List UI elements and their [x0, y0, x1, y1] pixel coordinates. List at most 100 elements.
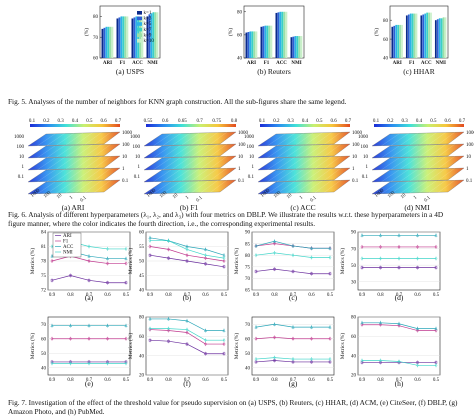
fig6-slice-grid	[191, 180, 209, 193]
fig6-slice-grid	[286, 133, 304, 146]
fig6-axis-tick: 1000	[466, 131, 474, 136]
fig7-point	[434, 363, 438, 367]
fig7-ytick-label: 40	[351, 354, 357, 359]
fig7-point	[291, 357, 295, 361]
fig6-slice-grid	[56, 157, 74, 170]
fig7-xtick-label: 0.8	[67, 293, 74, 298]
fig7-xtick-label: 0.9	[147, 293, 154, 298]
fig7-point	[124, 262, 128, 265]
fig6-slice-grid	[295, 168, 314, 182]
fig7-point	[416, 245, 419, 249]
fig6-slice-grid	[381, 145, 400, 158]
fig5-legend-swatch	[137, 27, 142, 32]
fig6-slice-grid	[276, 169, 295, 182]
fig7-ytick-label: 60	[139, 335, 145, 340]
fig6-axis-tick: 0.1	[18, 175, 25, 180]
fig7-subfigure-label: (a)	[85, 293, 94, 302]
fig6-slice-grid	[267, 181, 286, 194]
fig6-slice-grid	[295, 132, 314, 146]
fig6-subfigure-label: (b) F1	[180, 203, 199, 212]
fig6-slice-grid	[46, 169, 65, 182]
fig6-slice-grid	[400, 169, 418, 182]
fig6-colorbar-tick: 0.8	[231, 119, 238, 124]
fig6-colorbar-tick: 0.75	[212, 119, 221, 124]
fig5-ytick-label: 70	[93, 36, 99, 41]
fig7-ytick-label: 75	[41, 274, 47, 279]
fig6-slice-grid	[295, 156, 314, 170]
fig6-axis-tick: 10	[172, 193, 179, 200]
fig7-xtick-label: 0.7	[396, 378, 403, 383]
fig7-point	[379, 266, 382, 269]
fig6-slice-grid	[65, 156, 84, 170]
fig6-slice-grid	[56, 133, 74, 146]
fig7-ytick-label: 60	[139, 231, 145, 236]
fig6-slice-grid	[200, 180, 218, 193]
fig7-point	[222, 328, 226, 332]
fig6-caption-line1: Fig. 6. Analysis of different hyperparam…	[8, 210, 443, 219]
fig7-point	[291, 325, 295, 329]
fig5-ylabel: (%)	[227, 28, 234, 36]
fig6-slice-grid	[286, 145, 304, 158]
fig6-axis-tick: 100	[17, 145, 25, 150]
fig7-point	[105, 323, 110, 327]
fig7-point	[254, 253, 258, 257]
fig6-slice-grid	[75, 180, 93, 193]
fig5-legend-label: k=3	[144, 17, 152, 22]
fig7-point	[148, 239, 152, 243]
fig6-slice	[371, 143, 465, 159]
fig7-ytick-label: 78	[41, 260, 47, 265]
fig6-axis-tick: 0.1	[362, 175, 369, 180]
fig6-slice-grid	[276, 157, 295, 170]
fig6-colorbar	[30, 124, 120, 127]
fig5-legend-swatch	[137, 22, 142, 26]
fig7-axes-frame	[47, 316, 131, 376]
fig7-point	[416, 363, 419, 367]
fig7-point	[185, 327, 189, 332]
fig6-colorbar-tick: 0.3	[288, 119, 295, 124]
fig7-point	[360, 358, 364, 363]
fig5-bar-f1-k0	[116, 18, 119, 58]
fig7-point	[106, 337, 109, 341]
fig7-point	[272, 239, 277, 243]
fig6-colorbar-tick: 0.4	[72, 119, 79, 124]
fig7-point	[148, 317, 152, 321]
fig7-ytick-label: 84	[41, 231, 47, 236]
fig6-slice	[27, 155, 121, 171]
fig7-xtick-label: 0.7	[396, 293, 403, 298]
fig5-ylabel: (%)	[373, 28, 380, 36]
fig7-point	[222, 342, 226, 346]
fig6-axis-tick: 1	[238, 167, 241, 172]
fig5-bar-f1-k1	[118, 17, 121, 58]
fig6-slice-grid	[438, 132, 455, 145]
fig7-point	[379, 245, 382, 249]
fig5-bar-ari-k4	[399, 24, 401, 59]
fig6-slice-grid	[419, 144, 437, 157]
fig6-colorbar-tick: 0.1	[259, 119, 266, 124]
fig5-legend-swatch	[137, 33, 142, 37]
fig6-slice-grid	[84, 156, 102, 169]
fig5-bar-f1-k0	[260, 26, 263, 58]
fig6-slice-grid	[153, 145, 172, 158]
fig6-slice-grid	[162, 157, 181, 170]
fig6-slice-grid	[65, 168, 84, 182]
fig7-point	[50, 244, 54, 249]
fig7-ytick-label: 20	[351, 374, 357, 379]
fig5-bar-acc-k0	[275, 12, 278, 58]
fig7-point	[378, 233, 383, 237]
fig6-axis-tick: 0.1	[196, 195, 204, 203]
fig6-slice-grid	[65, 144, 84, 158]
fig5-ytick-label: 40	[383, 57, 389, 62]
fig5-bar-ari-k5	[255, 31, 258, 58]
fig7-point	[254, 325, 258, 329]
fig7-xtick-label: 0.5	[123, 378, 130, 383]
fig5-bar-nmi-k5	[156, 12, 159, 59]
figure-6: 0.1 0.2 0.3 0.4 0.5 0.6 0.71000100010001001001…	[14, 119, 474, 212]
fig5-bar-nmi-k1	[148, 14, 151, 58]
fig6-slice-grid	[210, 168, 227, 181]
fig6-slice-grid	[94, 156, 111, 169]
fig5-bar-nmi-k0	[434, 20, 437, 59]
fig6-colorbar-tick: 0.6	[445, 119, 452, 124]
fig7-ytick-label: 40	[245, 366, 251, 371]
fig6-slice-grid	[181, 144, 200, 158]
